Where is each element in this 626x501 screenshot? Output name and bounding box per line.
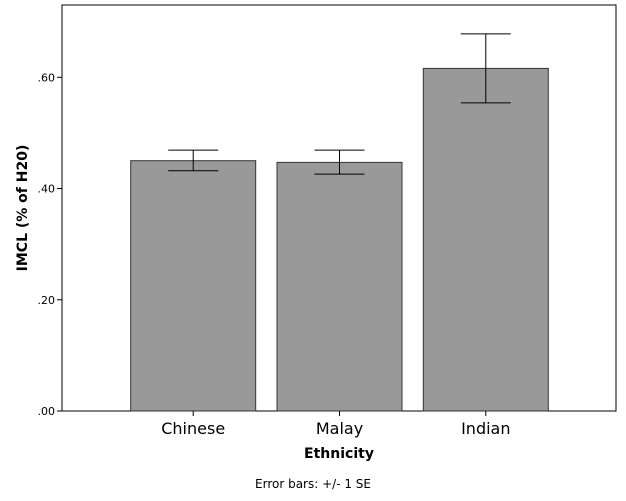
x-tick-label-chinese: Chinese [161, 419, 225, 438]
error-bars-layer [168, 33, 511, 175]
y-axis-ticks: .00 .20 .40 .60 [38, 71, 62, 418]
x-tick-label-indian: Indian [461, 419, 510, 438]
y-tick-label-2: .40 [38, 183, 56, 196]
bar-indian [422, 67, 549, 412]
y-tick-label-1: .20 [38, 294, 56, 307]
y-tick-label-0: .00 [38, 405, 56, 418]
error-bars-footnote: Error bars: +/- 1 SE [255, 477, 371, 491]
y-axis-title: IMCL (% of H20) [15, 145, 31, 272]
x-axis-title: Ethnicity [304, 446, 374, 462]
bar-chinese [130, 160, 257, 412]
x-tick-label-malay: Malay [316, 419, 363, 438]
bars-layer [130, 67, 549, 412]
x-axis-tick-labels: Chinese Malay Indian [161, 411, 510, 438]
y-tick-label-3: .60 [38, 71, 56, 84]
bar-malay [276, 161, 403, 412]
